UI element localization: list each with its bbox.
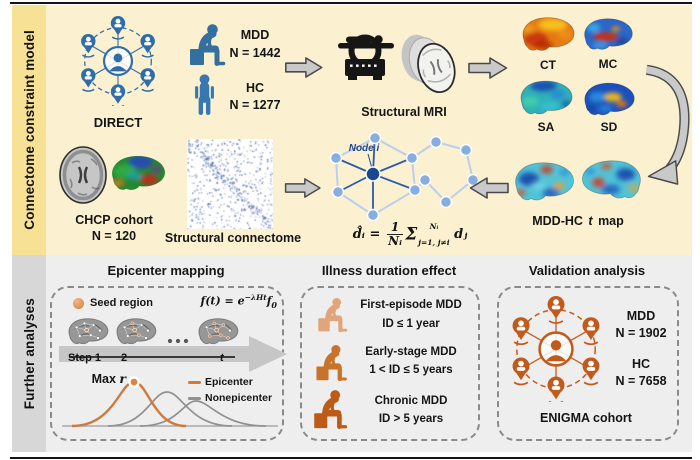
direct-label: DIRECT: [93, 115, 143, 130]
tmap-label: MDD-HC t map: [510, 214, 646, 228]
sd-label: SD: [600, 120, 618, 134]
ct-brain-map: [522, 17, 575, 51]
sa-brain-map: [520, 80, 573, 115]
flow-arrow-2: [468, 57, 508, 79]
early-stage-icon: [314, 344, 350, 382]
stept-brain: [195, 316, 241, 348]
structural-mri-label: Structural MRI: [361, 105, 447, 119]
flow-arrow-1: [285, 57, 323, 78]
seed-region-label: Seed region: [90, 297, 153, 309]
first-episode-icon: [316, 297, 350, 333]
ct-label: CT: [540, 58, 556, 72]
validation-mdd-label: MDD: [626, 309, 656, 323]
epicenter-panel-box: [50, 286, 284, 441]
formula-sigma: Σ: [405, 224, 418, 245]
formula-limits: Nᵢ j=1, j≠i: [418, 221, 450, 248]
tmap-left-hemisphere: [515, 162, 574, 201]
diffusion-formula-lead: f(t) = e: [200, 294, 245, 308]
hc-standing-person-icon: [191, 74, 218, 116]
connectome-label: Structural connectome: [164, 231, 302, 245]
correlation-curves: [62, 376, 278, 428]
max-r-italic: r: [119, 371, 126, 386]
diffusion-formula-base: f: [266, 294, 272, 308]
nonepicenter-legend-dash: [188, 397, 201, 400]
step1-label: Step 1: [68, 352, 102, 364]
mc-brain-map: [584, 18, 633, 50]
nonepicenter-legend-label: Nonepicenter: [205, 392, 273, 404]
max-label: Max: [91, 372, 116, 386]
tmap-label-t: t: [588, 214, 593, 228]
validation-mdd-count: N = 1902: [615, 326, 667, 340]
brain-slices-image: [401, 34, 456, 93]
connectome-matrix-image: [187, 139, 273, 229]
bottom-section-label: Further analyses: [21, 297, 37, 410]
epicenter-peak-dot: [128, 376, 140, 388]
first-episode-range: ID ≤ 1 year: [382, 318, 440, 330]
formula-fraction: 1 Nᵢ: [386, 220, 404, 249]
node-network-diagram: Node i: [329, 131, 478, 222]
tmap-label-pre: MDD-HC: [532, 214, 583, 228]
mc-label: MC: [598, 57, 618, 71]
chronic-label: Chronic MDD: [374, 395, 448, 407]
formula-rhs: dⱼ: [454, 227, 468, 243]
flow-arrow-4: [469, 177, 509, 199]
bottom-section-band: Further analyses: [12, 255, 46, 452]
top-section-band: Connectome constraint model: [12, 5, 46, 255]
node-i-label: Node i: [349, 143, 380, 154]
enigma-cohort-label: ENIGMA cohort: [540, 411, 632, 425]
early-stage-label: Early-stage MDD: [365, 346, 457, 358]
validation-hc-count: N = 7658: [615, 374, 667, 388]
diffusion-formula-sub: 0: [271, 299, 277, 310]
sa-label: SA: [537, 120, 555, 134]
mri-scanner-icon: [338, 34, 394, 80]
diffusion-formula-exp: −λHt: [244, 293, 267, 302]
step1-brain: [65, 316, 111, 348]
chcp-axial-brain-image: [59, 146, 107, 204]
formula-eq: =: [369, 227, 381, 243]
validation-panel-title: Validation analysis: [528, 263, 646, 278]
flow-arrow-3: [284, 178, 321, 198]
chcp-count: N = 120: [91, 229, 137, 243]
direct-network-icon: [73, 16, 163, 106]
tmap-label-post: map: [598, 214, 624, 228]
illness-panel-title: Illness duration effect: [321, 263, 457, 278]
mdd-count: N = 1442: [229, 46, 281, 60]
step2-brain: [113, 316, 159, 348]
illness-panel-box: [300, 286, 480, 441]
validation-panel-box: [497, 286, 679, 441]
diffusion-steps-graphic: [59, 316, 287, 372]
figure-frame: [10, 2, 692, 459]
epicenter-legend-dash: [188, 381, 201, 384]
chcp-label: CHCP cohort: [75, 213, 153, 227]
early-stage-range: 1 < ID ≤ 5 years: [369, 364, 453, 376]
top-section-label: Connectome constraint model: [21, 30, 37, 230]
hc-count: N = 1277: [229, 98, 281, 112]
chcp-tractography-image: [112, 156, 165, 190]
seed-region-dot: [73, 298, 84, 309]
max-r-label: Max r: [80, 371, 126, 386]
epicenter-legend-label: Epicenter: [205, 376, 253, 388]
ellipsis-dots: [167, 338, 189, 344]
node-degree-formula: d̂ᵢ = 1 Nᵢ Σ Nᵢ j=1, j≠i dⱼ: [340, 220, 480, 249]
formula-lhs: d̂ᵢ: [352, 227, 365, 243]
chronic-range: ID > 5 years: [378, 413, 444, 425]
stept-label: t: [220, 352, 224, 364]
step2-label: 2: [121, 352, 128, 364]
epicenter-panel-title: Epicenter mapping: [107, 263, 225, 278]
curved-arrow: [645, 64, 690, 185]
enigma-network-icon: [503, 296, 609, 402]
tmap-right-hemisphere: [582, 160, 641, 199]
diffusion-formula: f(t) = e−λHtf0: [183, 293, 277, 310]
mdd-label: MDD: [240, 28, 270, 42]
chronic-icon: [312, 389, 350, 430]
hc-label: HC: [245, 81, 265, 95]
sd-brain-map: [584, 82, 635, 116]
first-episode-label: First-episode MDD: [360, 299, 462, 311]
validation-hc-label: HC: [631, 357, 651, 371]
